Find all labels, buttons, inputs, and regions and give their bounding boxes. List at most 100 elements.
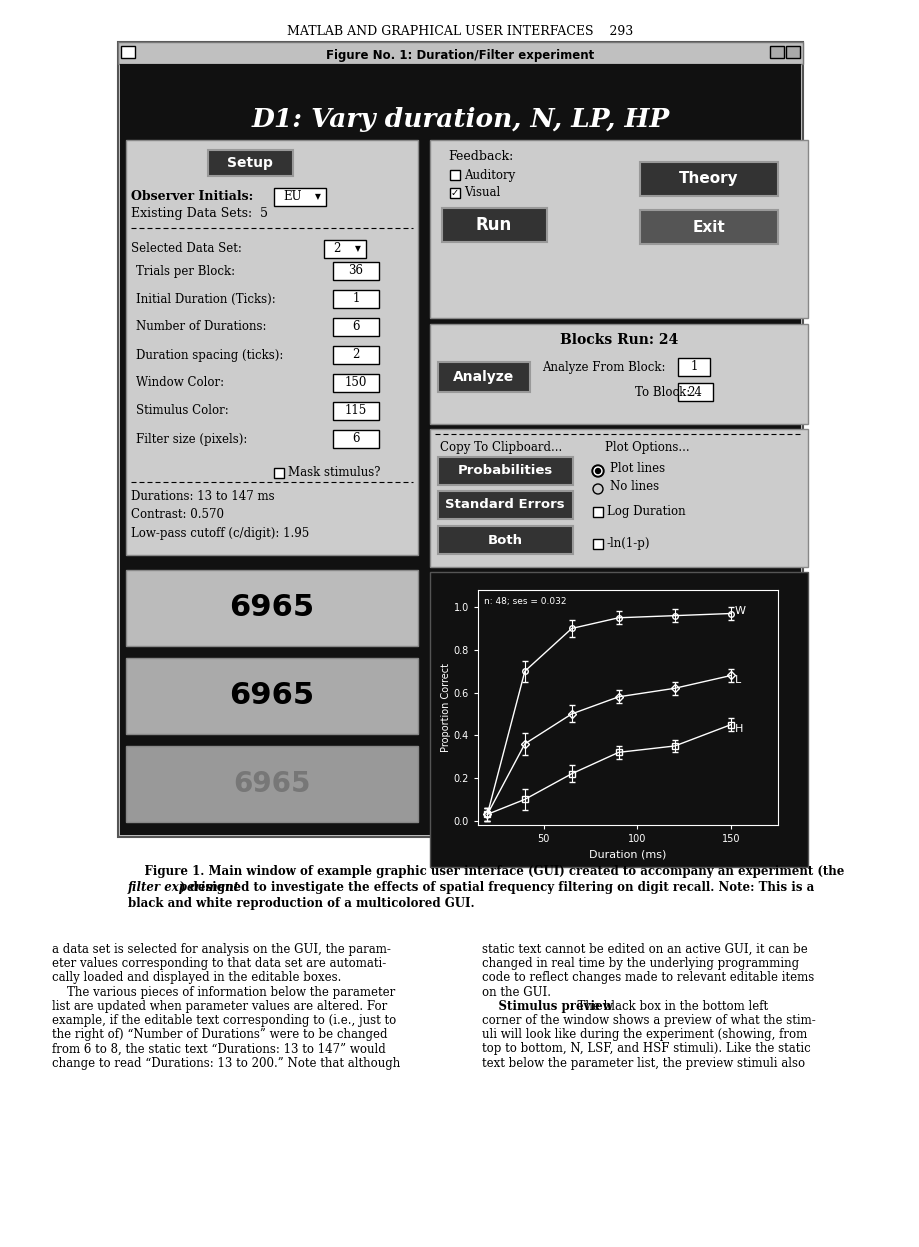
- Text: Visual: Visual: [463, 187, 500, 200]
- Text: 6965: 6965: [233, 769, 311, 798]
- Text: Stimulus preview: Stimulus preview: [482, 1000, 612, 1013]
- Bar: [429, 324, 807, 424]
- Bar: [429, 572, 807, 867]
- Text: Low-pass cutoff (c/digit): 1.95: Low-pass cutoff (c/digit): 1.95: [130, 526, 309, 540]
- Text: L: L: [734, 675, 741, 685]
- Bar: [437, 456, 573, 485]
- Bar: [333, 345, 379, 364]
- Text: Contrast: 0.570: Contrast: 0.570: [130, 509, 223, 521]
- Bar: [677, 358, 709, 377]
- Text: Plot lines: Plot lines: [609, 461, 664, 475]
- Text: Number of Durations:: Number of Durations:: [136, 320, 267, 333]
- Text: Feedback:: Feedback:: [448, 150, 513, 162]
- Bar: [593, 508, 602, 518]
- Bar: [333, 374, 379, 392]
- Text: filter experiment: filter experiment: [128, 880, 240, 894]
- Bar: [126, 658, 417, 734]
- Text: n: 48; ses = 0.032: n: 48; ses = 0.032: [483, 597, 566, 606]
- Text: Probabilities: Probabilities: [457, 464, 552, 478]
- Text: Both: Both: [487, 534, 522, 546]
- Text: ▼: ▼: [355, 244, 360, 253]
- Text: 150: 150: [345, 377, 367, 389]
- Text: cally loaded and displayed in the editable boxes.: cally loaded and displayed in the editab…: [52, 971, 341, 984]
- Bar: [429, 140, 807, 318]
- Text: 115: 115: [345, 404, 367, 418]
- Text: Trials per Block:: Trials per Block:: [136, 264, 235, 278]
- Text: Setup: Setup: [227, 156, 273, 170]
- Text: ▼: ▼: [314, 192, 321, 202]
- Text: H: H: [734, 723, 743, 734]
- Bar: [437, 491, 573, 519]
- Text: -ln(1-p): -ln(1-p): [607, 537, 650, 550]
- Bar: [118, 42, 802, 64]
- Text: ✓: ✓: [450, 188, 459, 198]
- Text: Stimulus Color:: Stimulus Color:: [136, 404, 229, 418]
- Bar: [441, 208, 547, 242]
- Text: Durations: 13 to 147 ms: Durations: 13 to 147 ms: [130, 490, 275, 504]
- Text: Window Color:: Window Color:: [136, 377, 224, 389]
- Text: Copy To Clipboard...: Copy To Clipboard...: [439, 440, 562, 454]
- Text: No lines: No lines: [609, 480, 658, 493]
- Bar: [640, 209, 777, 244]
- Text: 36: 36: [348, 264, 363, 278]
- Bar: [437, 526, 573, 554]
- Text: 6965: 6965: [229, 682, 314, 711]
- Bar: [449, 170, 460, 180]
- Text: ) designed to investigate the effects of spatial frequency filtering on digit re: ) designed to investigate the effects of…: [180, 880, 813, 894]
- Text: Existing Data Sets:  5: Existing Data Sets: 5: [130, 207, 267, 219]
- Text: eter values corresponding to that data set are automati-: eter values corresponding to that data s…: [52, 958, 386, 970]
- Bar: [640, 162, 777, 196]
- Text: Auditory: Auditory: [463, 168, 515, 182]
- Text: W: W: [734, 606, 745, 616]
- Text: EU: EU: [283, 191, 301, 203]
- Text: 2: 2: [333, 242, 340, 256]
- Bar: [208, 150, 292, 176]
- Bar: [119, 64, 800, 835]
- Text: Theory: Theory: [678, 172, 738, 187]
- Bar: [126, 746, 417, 822]
- Text: static text cannot be edited on an active GUI, it can be: static text cannot be edited on an activ…: [482, 943, 807, 956]
- Text: Duration spacing (ticks):: Duration spacing (ticks):: [136, 348, 283, 362]
- Circle shape: [591, 465, 604, 478]
- Bar: [333, 430, 379, 448]
- Y-axis label: Proportion Correct: Proportion Correct: [440, 663, 450, 752]
- Text: MATLAB AND GRAPHICAL USER INTERFACES    293: MATLAB AND GRAPHICAL USER INTERFACES 293: [287, 25, 632, 37]
- Bar: [677, 383, 712, 402]
- Text: changed in real time by the underlying programming: changed in real time by the underlying p…: [482, 958, 799, 970]
- Bar: [333, 291, 379, 308]
- Text: on the GUI.: on the GUI.: [482, 985, 550, 999]
- Text: from 6 to 8, the static text “Durations: 13 to 147” would: from 6 to 8, the static text “Durations:…: [52, 1042, 385, 1055]
- Text: corner of the window shows a preview of what the stim-: corner of the window shows a preview of …: [482, 1014, 815, 1028]
- Text: Figure 1. Main window of example graphic user interface (GUI) created to accompa: Figure 1. Main window of example graphic…: [128, 865, 844, 878]
- Text: D1: Vary duration, N, LP, HP: D1: Vary duration, N, LP, HP: [251, 107, 669, 132]
- Bar: [593, 539, 602, 549]
- Text: Log Duration: Log Duration: [607, 505, 685, 519]
- Bar: [449, 188, 460, 198]
- Text: change to read “Durations: 13 to 200.” Note that although: change to read “Durations: 13 to 200.” N…: [52, 1056, 400, 1070]
- Bar: [126, 140, 417, 555]
- Bar: [121, 46, 135, 59]
- Text: 1: 1: [689, 360, 697, 374]
- Text: top to bottom, N, LSF, and HSF stimuli). Like the static: top to bottom, N, LSF, and HSF stimuli).…: [482, 1042, 810, 1055]
- Text: To Block:: To Block:: [634, 385, 689, 399]
- Text: Analyze From Block:: Analyze From Block:: [541, 360, 664, 374]
- Text: Plot Options...: Plot Options...: [605, 440, 689, 454]
- Bar: [274, 468, 284, 478]
- Text: Mask stimulus?: Mask stimulus?: [288, 466, 380, 480]
- Text: Observer Initials:: Observer Initials:: [130, 191, 253, 203]
- Text: 2: 2: [352, 348, 359, 362]
- Text: 6965: 6965: [229, 594, 314, 622]
- Bar: [333, 402, 379, 420]
- Text: Exit: Exit: [692, 219, 724, 234]
- Text: example, if the editable text corresponding to (i.e., just to: example, if the editable text correspond…: [52, 1014, 396, 1028]
- Text: Analyze: Analyze: [453, 370, 514, 384]
- Text: code to reflect changes made to relevant editable items: code to reflect changes made to relevant…: [482, 971, 813, 984]
- Bar: [429, 429, 807, 567]
- Text: the right of) “Number of Durations” were to be changed: the right of) “Number of Durations” were…: [52, 1029, 387, 1041]
- Text: 6: 6: [352, 433, 359, 445]
- Text: 1: 1: [352, 293, 359, 306]
- Circle shape: [595, 469, 600, 474]
- Bar: [333, 262, 379, 281]
- Circle shape: [594, 466, 601, 475]
- Text: Initial Duration (Ticks):: Initial Duration (Ticks):: [136, 293, 276, 306]
